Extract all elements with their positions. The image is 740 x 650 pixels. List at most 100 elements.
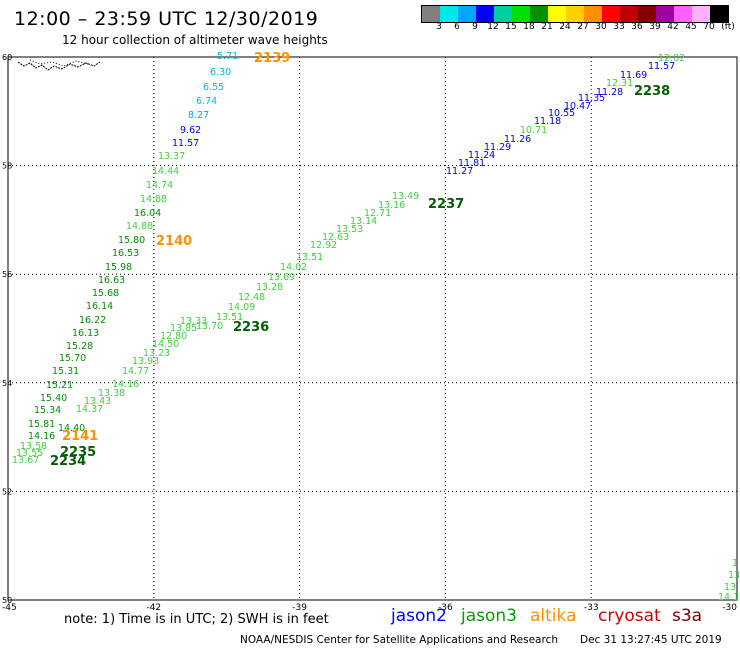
wave-height-value: 13.51 bbox=[216, 312, 243, 323]
wave-height-value: 16.53 bbox=[112, 248, 139, 259]
wave-height-value: 13.85 bbox=[170, 323, 197, 334]
wave-height-value: 13.33 bbox=[180, 316, 207, 327]
color-swatch bbox=[458, 6, 476, 22]
latitude-tick-label: 52 bbox=[2, 487, 12, 496]
wave-height-value: 12.31 bbox=[606, 78, 633, 89]
color-scale-labels: 3 6 9 12 15 18 21 24 27 30 33 36 39 42 45 70 (ft) bbox=[421, 22, 740, 34]
longitude-tick-label: -33 bbox=[584, 603, 599, 613]
wave-height-value: 11.24 bbox=[468, 150, 495, 161]
longitude-tick-label: -42 bbox=[146, 603, 161, 613]
color-scale-tick: 33 bbox=[613, 22, 625, 32]
color-swatch bbox=[566, 6, 584, 22]
satellite-legend-s3a: s3a bbox=[672, 606, 703, 626]
color-swatch bbox=[476, 6, 494, 22]
wave-height-value: 14.74 bbox=[146, 180, 173, 191]
track-id-label: 2234 bbox=[50, 454, 86, 469]
longitude-tick-label: -36 bbox=[438, 603, 453, 613]
longitude-tick-label: -39 bbox=[292, 603, 307, 613]
wave-height-value: 11.69 bbox=[620, 70, 647, 81]
longitude-tick-label: -45 bbox=[2, 603, 17, 613]
color-swatch bbox=[620, 6, 638, 22]
wave-height-value: 16.63 bbox=[98, 275, 125, 286]
satellite-legend-cryosat: cryosat bbox=[598, 606, 661, 626]
track-id-label: 2139 bbox=[254, 51, 290, 66]
color-scale-tick: 36 bbox=[631, 22, 643, 32]
wave-height-value: 11.57 bbox=[648, 61, 675, 72]
wave-height-value: 14.44 bbox=[152, 166, 179, 177]
color-scale-tick: 12 bbox=[487, 22, 499, 32]
track-id-label: 2238 bbox=[634, 84, 670, 99]
wave-height-value: 8.27 bbox=[188, 110, 209, 121]
color-scale-tick: 27 bbox=[577, 22, 589, 32]
latitude-tick-label: 60 bbox=[2, 53, 12, 62]
wave-height-value: 12.48 bbox=[238, 292, 265, 303]
track-id-label: 2141 bbox=[62, 429, 98, 444]
satellite-legend-altika: altika bbox=[530, 606, 577, 626]
color-swatch bbox=[530, 6, 548, 22]
longitude-tick-label: -30 bbox=[722, 603, 737, 613]
wave-height-value: 15.21 bbox=[46, 380, 73, 391]
color-swatch bbox=[440, 6, 458, 22]
color-swatch bbox=[422, 6, 440, 22]
latitude-tick-label: 54 bbox=[2, 379, 12, 388]
wave-height-value: 13.49 bbox=[392, 191, 419, 202]
color-scale-tick: 45 bbox=[685, 22, 697, 32]
wave-height-value: 11.29 bbox=[484, 142, 511, 153]
color-scale-tick: 70 bbox=[703, 22, 715, 32]
latitude-tick-label: 50 bbox=[2, 596, 12, 605]
wave-height-value: 14.40 bbox=[58, 423, 85, 434]
wave-height-value: 14.88 bbox=[126, 221, 153, 232]
color-swatch bbox=[512, 6, 530, 22]
wave-height-value: 13.16 bbox=[378, 200, 405, 211]
wave-height-value: 12.02 bbox=[658, 53, 685, 64]
color-scale-tick: 18 bbox=[523, 22, 535, 32]
wave-height-value: 14.09 bbox=[228, 302, 255, 313]
wave-height-value: 13.43 bbox=[84, 396, 111, 407]
wave-height-value: 13.53 bbox=[336, 224, 363, 235]
wave-height-value: 6.30 bbox=[210, 67, 231, 78]
wave-height-value: 14.16 bbox=[112, 379, 139, 390]
wave-height-value: 13.23 bbox=[143, 348, 170, 359]
color-swatch bbox=[602, 6, 620, 22]
wave-height-value: 14.1 bbox=[718, 592, 739, 603]
wave-height-value: 10.55 bbox=[548, 108, 575, 119]
track-id-label: 2237 bbox=[428, 197, 464, 212]
wave-height-value: 16.13 bbox=[72, 328, 99, 339]
color-swatch bbox=[638, 6, 656, 22]
wave-height-value: 13.38 bbox=[98, 388, 125, 399]
wave-height-value: 11.26 bbox=[504, 134, 531, 145]
wave-height-value: 15.81 bbox=[28, 419, 55, 430]
wave-height-value: 16.04 bbox=[134, 208, 161, 219]
wave-height-value: 14.77 bbox=[122, 366, 149, 377]
wave-height-value: 14.02 bbox=[280, 262, 307, 273]
wave-height-value: 13.69 bbox=[268, 272, 295, 283]
wave-height-value: 13.70 bbox=[196, 321, 223, 332]
wave-height-value: 11.27 bbox=[446, 166, 473, 177]
wave-height-value: 13.28 bbox=[256, 282, 283, 293]
wave-height-value: 12.71 bbox=[364, 208, 391, 219]
wave-height-value: 15.70 bbox=[59, 353, 86, 364]
coastline bbox=[17, 61, 101, 71]
wave-height-value: 16.14 bbox=[86, 301, 113, 312]
wave-height-value: 13.55 bbox=[16, 448, 43, 459]
wave-height-value: 13.37 bbox=[158, 151, 185, 162]
wave-height-value: 11.57 bbox=[172, 138, 199, 149]
color-scale-tick: 6 bbox=[454, 22, 460, 32]
wave-height-value: 13.51 bbox=[296, 252, 323, 263]
color-scale-tick: 15 bbox=[505, 22, 517, 32]
color-swatch bbox=[656, 6, 674, 22]
generation-timestamp: Dec 31 13:27:45 UTC 2019 bbox=[580, 634, 722, 646]
color-scale-tick: 42 bbox=[667, 22, 679, 32]
wave-height-value: 6.55 bbox=[203, 82, 224, 93]
wave-height-value: 14.16 bbox=[28, 431, 55, 442]
color-swatch bbox=[710, 6, 728, 22]
wave-height-value: 11.81 bbox=[458, 158, 485, 169]
color-swatch bbox=[692, 6, 710, 22]
wave-height-value: 12.92 bbox=[310, 240, 337, 251]
wave-height-value: 13.93 bbox=[132, 356, 159, 367]
track-id-label: 2235 bbox=[60, 445, 96, 460]
wave-height-value: 1 bbox=[732, 558, 738, 569]
track-id-label: 2140 bbox=[156, 234, 192, 249]
satellite-legend-jason3: jason3 bbox=[461, 606, 517, 626]
wave-height-value: 14.37 bbox=[76, 404, 103, 415]
